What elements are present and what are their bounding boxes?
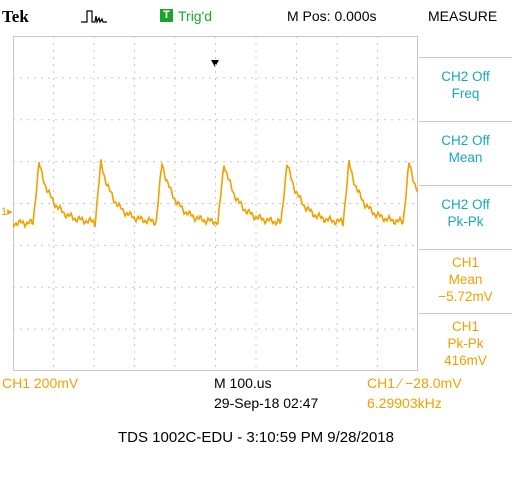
measure-slot-5-value: 416mV (444, 353, 487, 368)
brand-logo: Tek (2, 7, 29, 26)
measure-panel: CH2 Off Freq CH2 Off Mean CH2 Off Pk-Pk … (419, 57, 512, 377)
status-header: Tek T Trig'd M Pos: 0.000s MEASURE (0, 0, 512, 26)
ch1-waveform-trace (13, 159, 418, 230)
measure-slot-4-source: CH1 (451, 255, 479, 270)
measure-slot-2-source: CH2 Off (441, 133, 490, 148)
measure-slot-4[interactable]: CH1 Mean −5.72mV (419, 249, 512, 310)
measure-slot-5[interactable]: CH1 Pk-Pk 416mV (419, 313, 512, 374)
measure-slot-1[interactable]: CH2 Off Freq (419, 57, 512, 118)
ch1-vertical-scale: CH1 200mV (2, 375, 79, 391)
waveform-graticule (13, 36, 418, 371)
timebase-readout: M 100.us (214, 375, 272, 391)
measure-slot-3[interactable]: CH2 Off Pk-Pk (419, 185, 512, 246)
measure-slot-4-value: −5.72mV (438, 289, 493, 304)
measure-slot-5-type: Pk-Pk (447, 336, 484, 351)
trigger-level-readout: CH1 ⁄ −28.0mV (367, 375, 462, 391)
scope-datetime: 29-Sep-18 02:47 (214, 395, 319, 411)
ch1-ground-marker: 1▸ (1, 206, 13, 218)
measure-slot-2-type: Mean (448, 150, 483, 165)
trigger-frequency-readout: 6.29903kHz (367, 395, 442, 411)
screenshot-caption: TDS 1002C-EDU - 3:10:59 PM 9/28/2018 (118, 429, 394, 446)
measure-menu-title: MEASURE (428, 8, 498, 24)
measure-slot-3-type: Pk-Pk (447, 214, 484, 229)
trigger-status: Trig'd (178, 8, 213, 24)
trigger-badge: T (160, 9, 173, 22)
measure-slot-5-source: CH1 (451, 319, 479, 334)
measure-slot-1-type: Freq (451, 86, 480, 101)
pulse-trigger-icon (81, 10, 107, 24)
measure-slot-4-type: Mean (448, 272, 483, 287)
measure-slot-2[interactable]: CH2 Off Mean (419, 121, 512, 182)
measure-slot-3-source: CH2 Off (441, 197, 490, 212)
horizontal-position: M Pos: 0.000s (287, 8, 377, 24)
trigger-position-arrow-icon (211, 60, 219, 67)
measure-slot-1-source: CH2 Off (441, 69, 490, 84)
